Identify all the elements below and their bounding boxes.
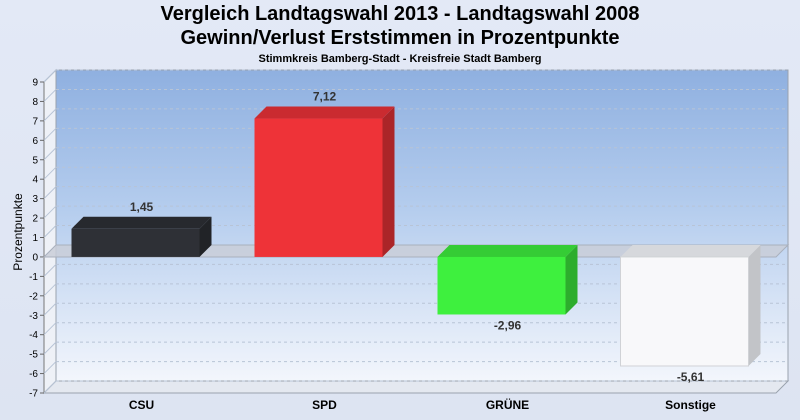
data-label: -2,96	[494, 318, 522, 332]
gridline-side	[43, 225, 57, 238]
chart-subtitle-region: Stimmkreis Bamberg-Stadt - Kreisfreie St…	[258, 53, 542, 65]
gridline-side	[43, 205, 57, 219]
gridline-side	[43, 166, 57, 180]
y-tick-label: -4	[29, 330, 38, 341]
y-axis-label: Prozentpunkte	[11, 193, 25, 271]
y-tick-label: -5	[29, 350, 38, 361]
gridline-side	[43, 89, 57, 102]
bar-Sonstige	[620, 256, 749, 367]
gridline-side	[43, 302, 57, 316]
bar-side-CSU	[199, 216, 212, 257]
data-label: 1,45	[130, 200, 154, 214]
gridline-side	[43, 264, 57, 277]
gridline-side	[43, 186, 57, 199]
x-tick-label: GRÜNE	[486, 397, 529, 412]
bar-top-SPD	[254, 106, 395, 119]
y-tick-label: 6	[32, 136, 38, 147]
y-tick-label: 1	[32, 233, 38, 244]
bar-side-Sonstige	[748, 244, 761, 366]
gridline-side	[43, 380, 57, 394]
y-tick-label: 7	[32, 116, 38, 127]
gridline-side	[43, 341, 57, 355]
gridline-side	[43, 69, 57, 83]
gridline-side	[43, 127, 57, 141]
y-tick-label: 8	[32, 97, 38, 108]
bar-side-GRÜNE	[565, 244, 578, 315]
bar-CSU	[71, 228, 200, 257]
x-tick-label: CSU	[129, 398, 154, 412]
gridline-side	[43, 147, 57, 161]
y-tick-label: 5	[32, 155, 38, 166]
gridline-side	[43, 283, 57, 297]
y-tick-label: 9	[32, 78, 38, 89]
bar-top-CSU	[71, 216, 212, 229]
chart-title: Vergleich Landtagswahl 2013 - Landtagswa…	[160, 3, 640, 25]
gridline-side	[43, 361, 57, 374]
gridline-side	[43, 322, 57, 336]
y-tick-label: 0	[32, 252, 38, 263]
y-tick-label: -2	[29, 291, 38, 302]
bar-top-Sonstige	[620, 244, 761, 257]
data-label: -5,61	[677, 370, 705, 384]
y-tick-label: 4	[32, 175, 38, 186]
bar-GRÜNE	[437, 256, 566, 315]
chart-subtitle: Gewinn/Verlust Erststimmen in Prozentpun…	[180, 27, 620, 49]
bar-side-SPD	[382, 106, 395, 257]
y-tick-label: -7	[29, 389, 38, 400]
data-label: 7,12	[313, 90, 337, 104]
bar-top-GRÜNE	[437, 244, 578, 257]
x-tick-label: SPD	[312, 398, 337, 412]
bar-SPD	[254, 118, 383, 257]
gridline-side	[43, 108, 57, 122]
x-tick-label: Sonstige	[665, 398, 716, 412]
y-tick-label: -3	[29, 311, 38, 322]
y-tick-label: -1	[29, 272, 38, 283]
y-tick-label: -6	[29, 369, 38, 380]
y-tick-label: 2	[32, 214, 38, 225]
y-tick-label: 3	[32, 194, 38, 205]
